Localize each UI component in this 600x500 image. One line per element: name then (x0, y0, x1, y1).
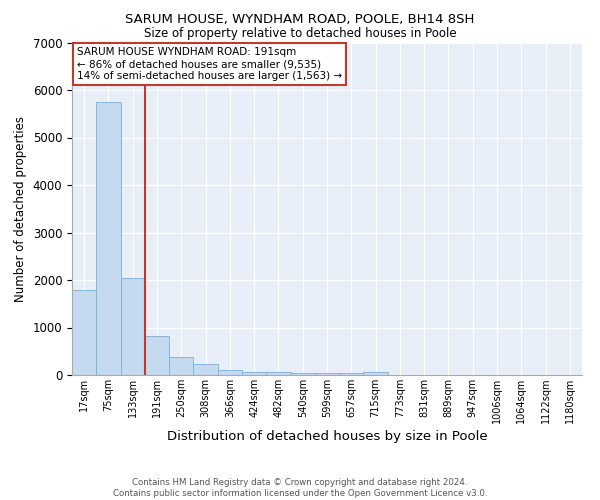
Bar (96, 102, 121, 375)
Bar (339, 374, 364, 375)
Bar (218, 370, 242, 375)
Y-axis label: Number of detached properties: Number of detached properties (14, 116, 27, 302)
Bar (364, 372, 388, 375)
Text: Contains HM Land Registry data © Crown copyright and database right 2024.
Contai: Contains HM Land Registry data © Crown c… (113, 478, 487, 498)
Bar (290, 373, 315, 375)
Bar (242, 372, 266, 375)
Text: SARUM HOUSE, WYNDHAM ROAD, POOLE, BH14 8SH: SARUM HOUSE, WYNDHAM ROAD, POOLE, BH14 8… (125, 12, 475, 26)
Bar (121, 278, 145, 375)
X-axis label: Distribution of detached houses by size in Poole: Distribution of detached houses by size … (167, 430, 487, 443)
Bar (72, 290, 96, 375)
Bar (145, 336, 169, 375)
Bar (315, 373, 339, 375)
Text: SARUM HOUSE WYNDHAM ROAD: 191sqm
← 86% of detached houses are smaller (9,535)
14: SARUM HOUSE WYNDHAM ROAD: 191sqm ← 86% o… (77, 48, 342, 80)
Bar (266, 372, 290, 375)
Bar (169, 358, 193, 375)
Bar (193, 364, 218, 375)
Text: Size of property relative to detached houses in Poole: Size of property relative to detached ho… (143, 28, 457, 40)
